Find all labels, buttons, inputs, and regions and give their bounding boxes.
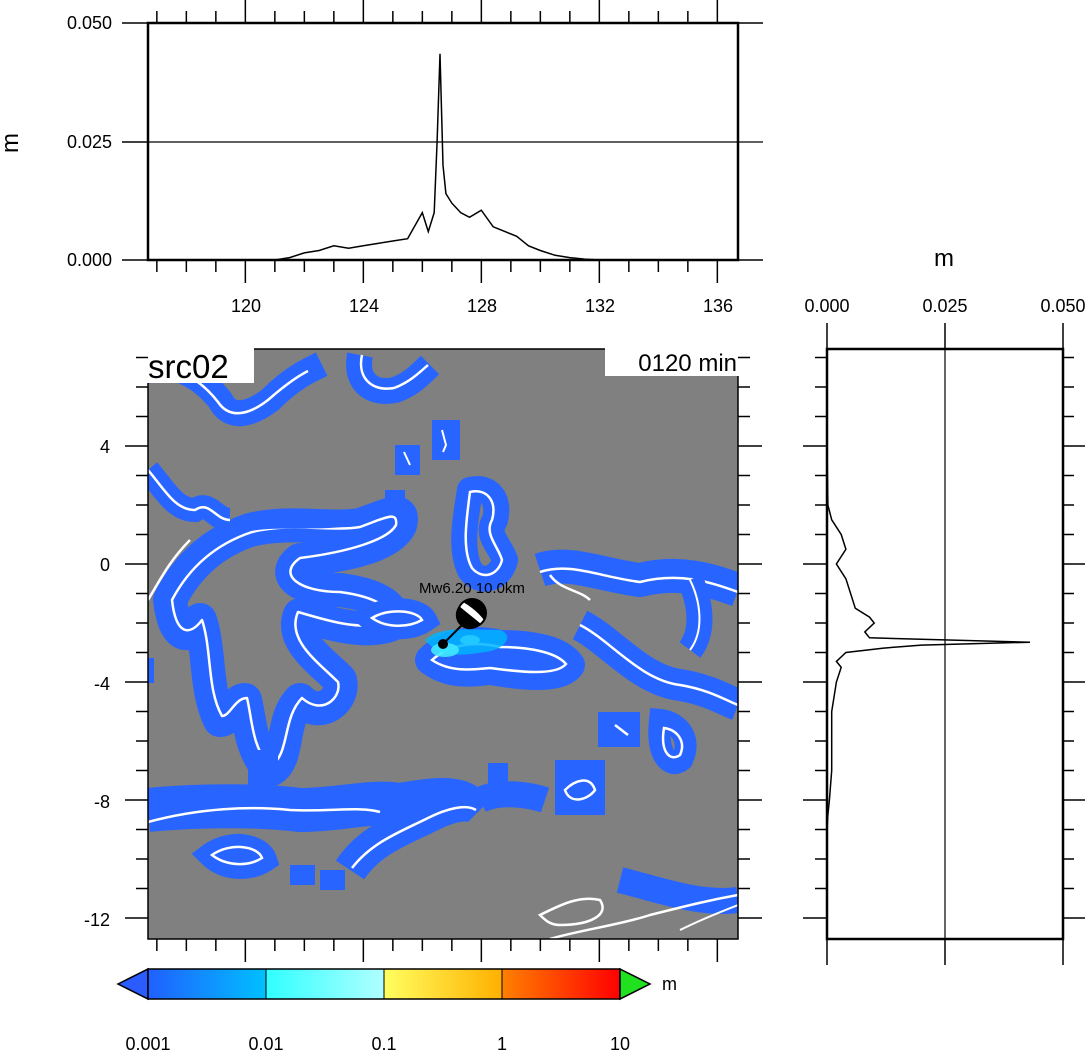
- source-label: src02: [148, 348, 229, 385]
- top-xtick-group: [156, 0, 719, 283]
- colorbar-tick-label: 0.01: [248, 1034, 283, 1054]
- right-plot-frame: [825, 347, 1065, 941]
- map-xtick-group: [156, 939, 719, 962]
- coastline: [614, 724, 629, 736]
- wave-band-minahasa: [249, 514, 351, 531]
- map-panel: Mw6.20 10.0km src02 0120 min 4 0 -4 -8 -…: [84, 346, 762, 962]
- coastline: [403, 451, 411, 466]
- time-label: 0120 min: [638, 350, 737, 377]
- colorbar-tick-label: 0.1: [371, 1034, 396, 1054]
- coastline: [563, 779, 597, 801]
- wave-patch: [148, 658, 154, 683]
- tsunami-source-area: [425, 629, 508, 657]
- colorbar-low-arrow: [116, 967, 149, 1001]
- time-label-box: [605, 346, 740, 376]
- wave-patch: [432, 420, 460, 460]
- map-ytick-label: 0: [100, 555, 110, 575]
- wave-patch: [385, 490, 405, 515]
- right-xtick-label: 0.000: [804, 296, 849, 316]
- wave-band-sulawesi: [153, 496, 418, 787]
- map-content: [148, 352, 738, 939]
- map-ytick-label: -12: [84, 910, 110, 930]
- top-ylabel: m: [0, 133, 24, 153]
- right-profile-line: [826, 445, 1031, 830]
- colorbar-tick-label: 10: [610, 1034, 630, 1054]
- map-ytick-group: [125, 356, 762, 919]
- top-xtick-label: 120: [231, 296, 261, 316]
- top-ytick-label: 0.050: [67, 13, 112, 33]
- right-xtick-label: 0.025: [922, 296, 967, 316]
- source-label-box: [140, 346, 254, 383]
- top-ytick-label: 0.025: [67, 132, 112, 152]
- coastline-australia: [537, 867, 738, 939]
- wave-patch: [320, 870, 345, 890]
- map-ytick-label: 4: [100, 437, 110, 457]
- wave-band-halmahera: [451, 476, 518, 592]
- wave-band-aru: [648, 707, 697, 774]
- wave-patch: [248, 750, 278, 785]
- right-xtick-label: 0.050: [1040, 296, 1085, 316]
- map-ytick-label: -8: [94, 792, 110, 812]
- top-xtick-label: 136: [703, 296, 733, 316]
- colorbar: m 0.001 0.01 0.1 1 10: [116, 967, 677, 1054]
- right-xlabel: m: [934, 245, 954, 272]
- colorbar-unit: m: [662, 974, 677, 994]
- wave-patch: [555, 760, 605, 815]
- top-xtick-label: 124: [349, 296, 379, 316]
- map-ytick-label: -4: [94, 674, 110, 694]
- map-frame: [147, 348, 739, 940]
- colorbar-high-arrow: [619, 967, 652, 1001]
- earthquake-marker: Mw6.20 10.0km: [419, 580, 525, 649]
- coastline: [661, 726, 684, 759]
- top-xtick-label: 132: [585, 296, 615, 316]
- top-profile-line: [245, 53, 629, 261]
- colorbar-tick-label: 1: [497, 1034, 507, 1054]
- wave-band-lesser-sunda: [148, 750, 550, 890]
- coastline: [441, 429, 448, 453]
- epicenter-dot: [438, 639, 448, 649]
- wave-band-papua: [534, 549, 738, 720]
- top-profile-panel: 0.050 0.025 0.000 m 120 124 128 132 136: [0, 0, 763, 316]
- right-ytick-group: [803, 356, 1085, 919]
- wave-patch: [488, 763, 508, 785]
- quake-label: Mw6.20 10.0km: [419, 580, 525, 597]
- colorbar-tick-label: 0.001: [125, 1034, 170, 1054]
- right-profile-panel: m 0.000 0.025 0.050: [803, 245, 1086, 965]
- top-ytick-label: 0.000: [67, 250, 112, 270]
- wave-patch: [290, 865, 315, 885]
- top-xtick-label: 128: [467, 296, 497, 316]
